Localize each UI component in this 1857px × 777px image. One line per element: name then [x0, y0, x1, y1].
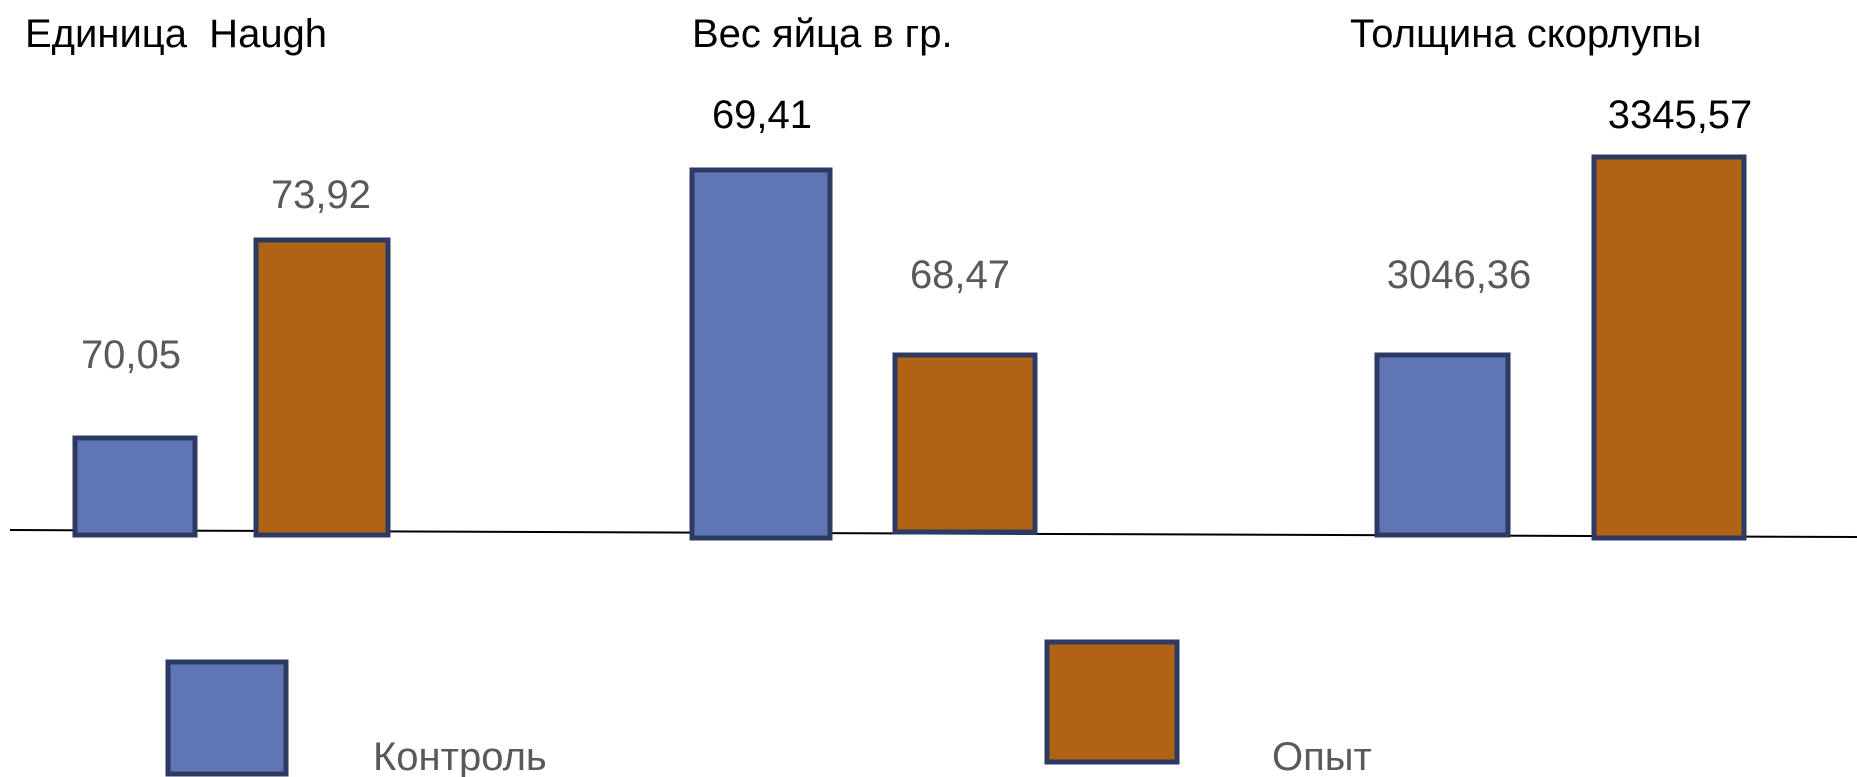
data-label-haugh-control: 70,05: [81, 333, 181, 377]
legend-label-control: Контроль: [373, 735, 547, 777]
data-label-haugh-experiment: 73,92: [271, 173, 371, 217]
data-label-shell-control: 3046,36: [1387, 253, 1532, 297]
group-title-haugh: Единица Haugh: [25, 12, 327, 56]
data-label-egg-weight-experiment: 68,47: [910, 253, 1010, 297]
data-label-egg-weight-control: 69,41: [712, 93, 812, 137]
legend-label-experiment: Опыт: [1272, 735, 1372, 777]
bar-egg-weight-experiment: [892, 352, 1038, 535]
legend-swatch-experiment: [1044, 639, 1180, 765]
bar-egg-weight-control: [689, 167, 833, 541]
bar-haugh-control: [72, 435, 198, 538]
legend-swatch-control: [165, 659, 289, 777]
group-title-egg-weight: Вес яйца в гр.: [692, 12, 953, 56]
bar-haugh-experiment: [253, 237, 391, 538]
bar-shell-control: [1374, 352, 1511, 538]
bar-shell-experiment: [1591, 154, 1747, 541]
data-label-shell-experiment: 3345,57: [1608, 93, 1753, 137]
group-title-shell-thickness: Толщина скорлупы: [1350, 12, 1702, 56]
